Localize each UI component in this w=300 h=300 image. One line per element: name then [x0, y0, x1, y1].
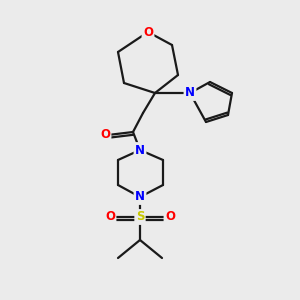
Text: O: O	[165, 211, 175, 224]
Text: N: N	[135, 190, 145, 203]
Text: N: N	[185, 86, 195, 100]
Text: O: O	[105, 211, 115, 224]
Text: O: O	[143, 26, 153, 38]
Text: N: N	[135, 143, 145, 157]
Text: S: S	[136, 211, 144, 224]
Text: O: O	[100, 128, 110, 142]
